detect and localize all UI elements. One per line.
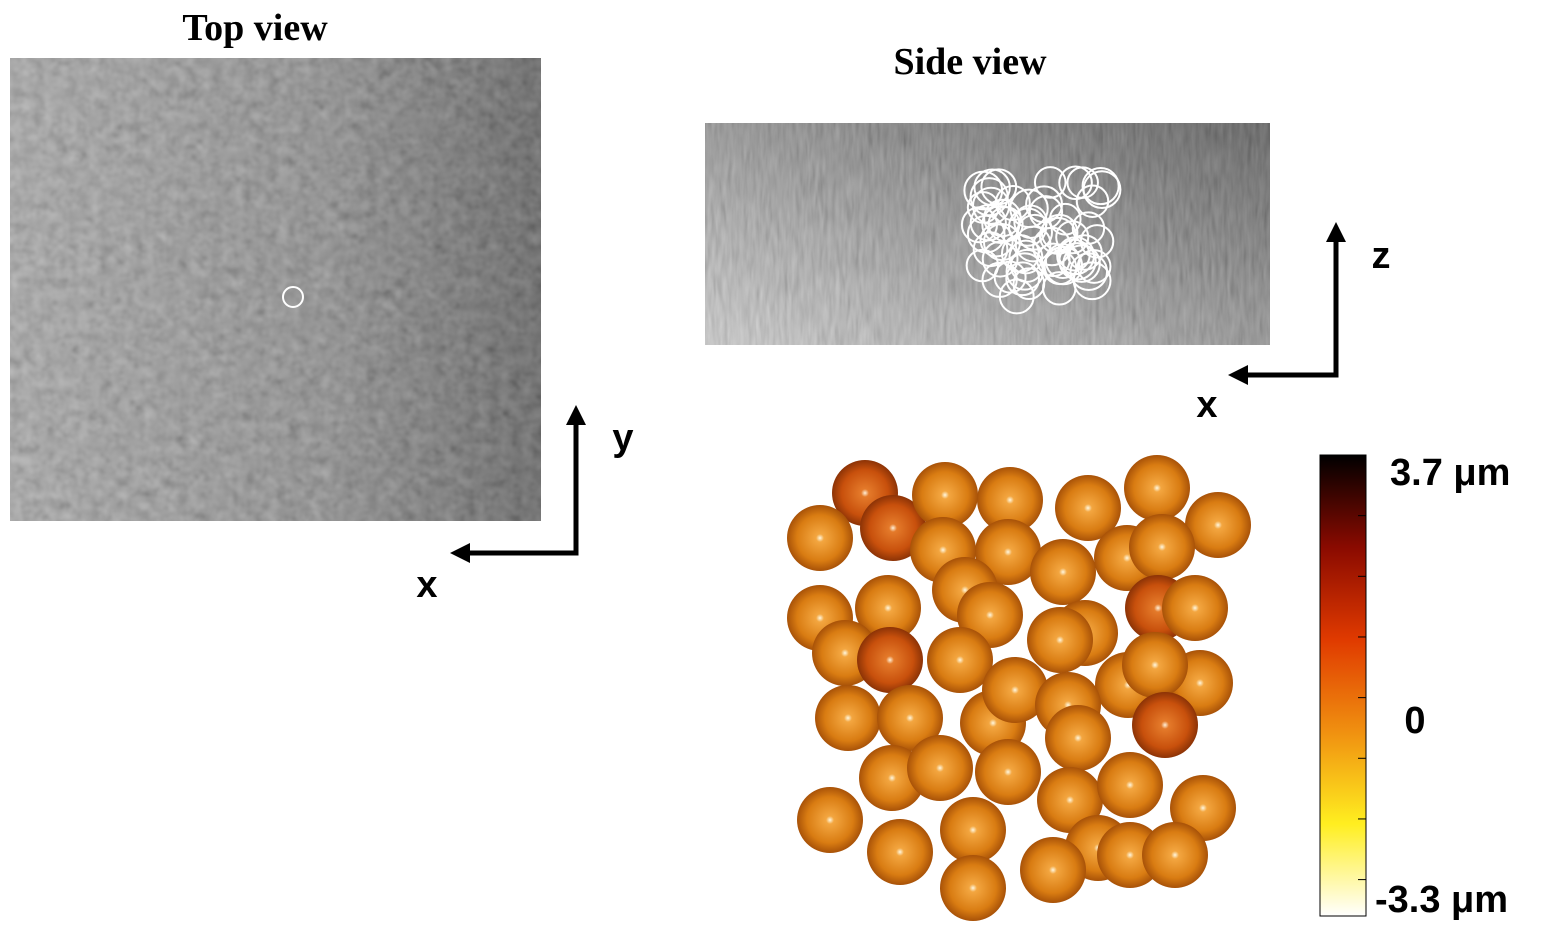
sphere xyxy=(1132,692,1198,758)
sphere xyxy=(975,739,1041,805)
axis-label: z xyxy=(1372,235,1391,277)
sphere xyxy=(1129,514,1195,580)
sphere xyxy=(940,855,1006,921)
sphere xyxy=(1097,752,1163,818)
colorbar-label: -3.3 μm xyxy=(1375,879,1508,921)
page: Top view y x Side view z x 3.7 μm 0 -3.3… xyxy=(0,0,1555,926)
sphere xyxy=(1124,455,1190,521)
sphere xyxy=(857,627,923,693)
side-view-texture xyxy=(705,123,1270,345)
colorbar xyxy=(1320,455,1366,916)
sphere xyxy=(907,735,973,801)
sphere xyxy=(1030,539,1096,605)
axis-label: y xyxy=(612,417,633,459)
side-view-title: Side view xyxy=(893,41,1047,83)
sphere xyxy=(940,797,1006,863)
sphere xyxy=(815,685,881,751)
sphere xyxy=(1020,837,1086,903)
sphere xyxy=(797,787,863,853)
sphere xyxy=(787,505,853,571)
figure: Top view y x Side view z x 3.7 μm 0 -3.3… xyxy=(0,0,1555,926)
sphere xyxy=(1027,607,1093,673)
colorbar-label: 3.7 μm xyxy=(1390,452,1510,494)
sphere xyxy=(1142,822,1208,888)
axis-label: x xyxy=(416,564,437,606)
axis-label: x xyxy=(1196,384,1217,426)
sphere-render xyxy=(787,455,1251,921)
sphere xyxy=(1122,632,1188,698)
sphere xyxy=(867,819,933,885)
top-view-title: Top view xyxy=(182,7,328,49)
sphere xyxy=(1162,575,1228,641)
sphere xyxy=(1045,705,1111,771)
colorbar-label: 0 xyxy=(1404,700,1425,742)
top-view-texture xyxy=(10,58,541,521)
